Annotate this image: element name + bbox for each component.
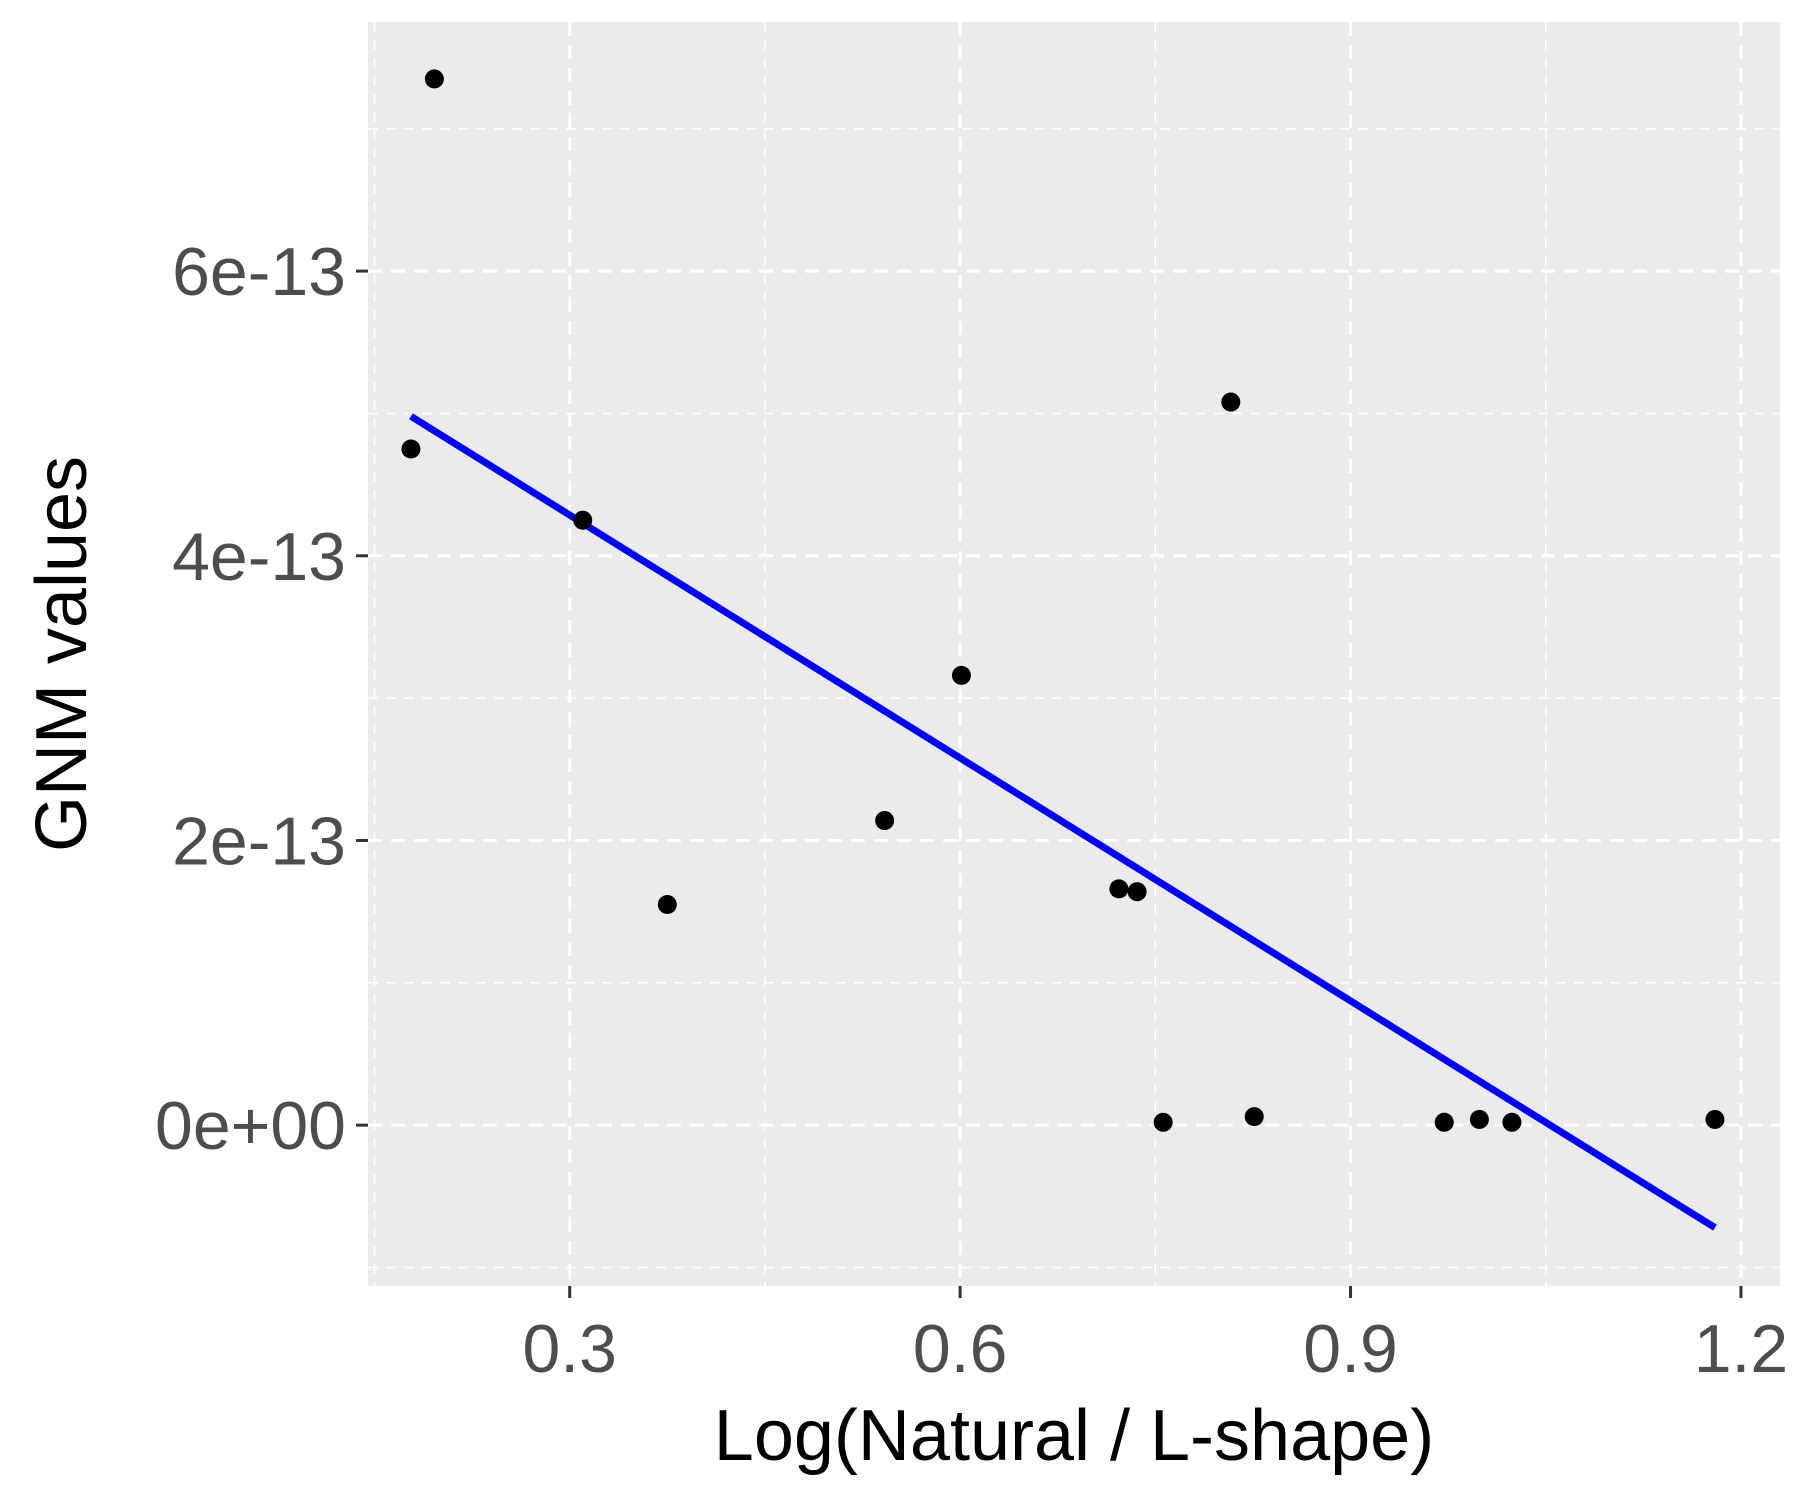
data-point xyxy=(1244,1107,1264,1127)
data-point xyxy=(875,811,895,831)
data-point xyxy=(1434,1112,1454,1132)
data-point xyxy=(401,439,421,459)
x-tick-label: 1.2 xyxy=(1694,1311,1789,1387)
data-point xyxy=(573,510,593,530)
y-tick-label: 6e-13 xyxy=(172,234,346,310)
data-points xyxy=(401,69,1725,1132)
minor-grid xyxy=(368,22,1780,1286)
data-point xyxy=(1705,1109,1725,1129)
regression-line xyxy=(409,413,1717,1231)
y-tick-label: 2e-13 xyxy=(172,803,346,879)
y-tick-labels: 0e+00 2e-13 4e-13 6e-13 xyxy=(155,234,346,1164)
data-point xyxy=(1109,879,1129,899)
data-point xyxy=(1221,392,1241,412)
data-point xyxy=(951,665,971,685)
x-tick-label: 0.9 xyxy=(1303,1311,1398,1387)
x-tick-labels: 0.3 0.6 0.9 1.2 xyxy=(522,1311,1788,1387)
data-point xyxy=(1469,1109,1489,1129)
y-axis-title: GNM values xyxy=(22,456,102,852)
data-point xyxy=(424,69,444,89)
x-tick-label: 0.3 xyxy=(522,1311,617,1387)
y-tick-label: 0e+00 xyxy=(155,1088,346,1164)
plot-panel xyxy=(368,22,1780,1286)
x-axis-title: Log(Natural / L-shape) xyxy=(714,1396,1434,1476)
y-tick-label: 4e-13 xyxy=(172,519,346,595)
data-point xyxy=(1153,1112,1173,1132)
data-point xyxy=(1502,1112,1522,1132)
data-point xyxy=(657,895,677,915)
major-grid xyxy=(368,22,1780,1286)
data-point xyxy=(1127,882,1147,902)
x-tick-label: 0.6 xyxy=(913,1311,1008,1387)
axis-ticks xyxy=(356,269,1743,1298)
